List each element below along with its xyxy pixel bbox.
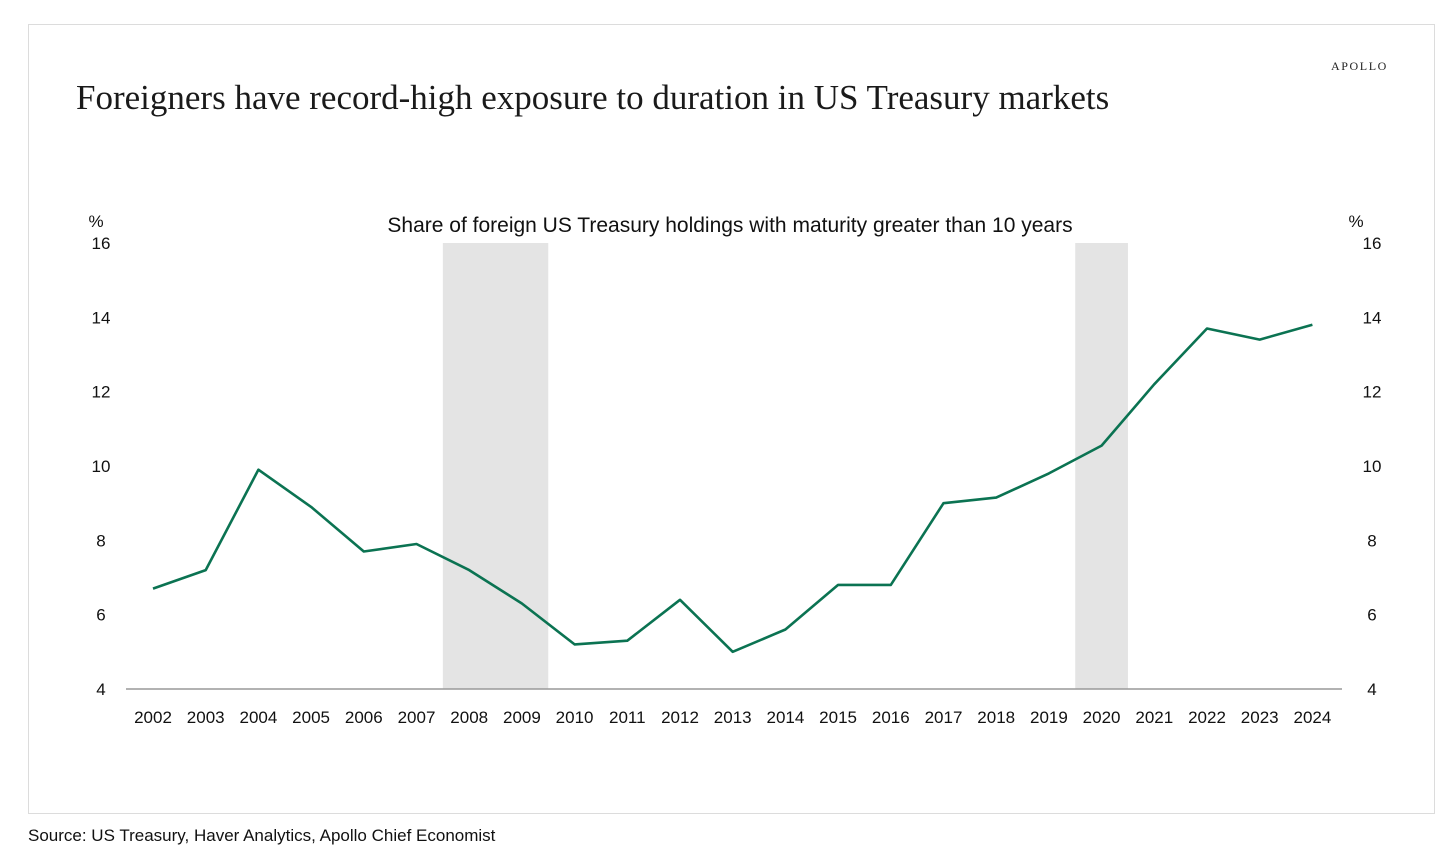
y-tick-left-14: 14: [92, 308, 111, 327]
recession-bands: [442, 243, 1128, 689]
x-tick-2009: 2009: [503, 708, 541, 727]
x-tick-2013: 2013: [714, 708, 752, 727]
y-tick-left-6: 6: [96, 606, 105, 625]
x-tick-2010: 2010: [556, 708, 594, 727]
recession-band-2: [1075, 243, 1128, 689]
y-tick-right-10: 10: [1363, 457, 1382, 476]
x-tick-2020: 2020: [1083, 708, 1121, 727]
x-tick-2012: 2012: [661, 708, 699, 727]
x-tick-2023: 2023: [1241, 708, 1279, 727]
x-tick-2018: 2018: [977, 708, 1015, 727]
x-tick-2004: 2004: [239, 708, 277, 727]
y-tick-left-16: 16: [92, 234, 111, 253]
y-tick-right-4: 4: [1367, 680, 1376, 699]
y-tick-right-8: 8: [1367, 531, 1376, 550]
chart-subtitle: Share of foreign US Treasury holdings wi…: [387, 214, 1072, 237]
right-axis-unit: %: [1348, 212, 1363, 231]
x-tick-2005: 2005: [292, 708, 330, 727]
recession-band-1: [442, 243, 549, 689]
x-tick-2015: 2015: [819, 708, 857, 727]
x-tick-2016: 2016: [872, 708, 910, 727]
x-tick-labels: 2002 2003 2004 2005 2006 2007 2008 2009 2010 2011…: [134, 708, 1331, 727]
x-tick-2007: 2007: [398, 708, 436, 727]
y-tick-labels: 4 4 6 6 8 8 10 10 12 12 14 14 16 16: [92, 234, 1382, 699]
brand-logo: APOLLO: [1331, 59, 1388, 73]
x-tick-2011: 2011: [609, 708, 646, 727]
x-tick-2024: 2024: [1293, 708, 1331, 727]
y-tick-left-10: 10: [92, 457, 111, 476]
chart-title: Foreigners have record-high exposure to …: [76, 78, 1110, 117]
y-tick-right-12: 12: [1363, 383, 1382, 402]
y-tick-left-4: 4: [96, 680, 105, 699]
y-tick-right-6: 6: [1367, 606, 1376, 625]
chart-card: [28, 24, 1435, 814]
x-tick-2014: 2014: [766, 708, 804, 727]
x-tick-2022: 2022: [1188, 708, 1226, 727]
y-tick-left-8: 8: [96, 531, 105, 550]
x-tick-2006: 2006: [345, 708, 383, 727]
y-tick-left-12: 12: [92, 383, 111, 402]
x-tick-2008: 2008: [450, 708, 488, 727]
left-axis-unit: %: [88, 212, 103, 231]
x-tick-2002: 2002: [134, 708, 172, 727]
x-tick-2003: 2003: [187, 708, 225, 727]
y-tick-right-14: 14: [1363, 308, 1382, 327]
series-line: [152, 323, 1313, 654]
x-tick-2019: 2019: [1030, 708, 1068, 727]
x-tick-2021: 2021: [1135, 708, 1173, 727]
x-tick-2017: 2017: [925, 708, 963, 727]
source-note: Source: US Treasury, Haver Analytics, Ap…: [28, 826, 496, 845]
y-tick-right-16: 16: [1363, 234, 1382, 253]
